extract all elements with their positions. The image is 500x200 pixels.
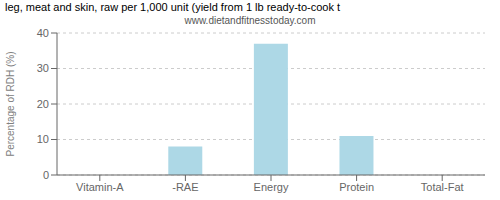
svg-text:Total-Fat: Total-Fat	[421, 181, 464, 193]
svg-text:40: 40	[37, 27, 49, 39]
svg-text:30: 30	[37, 62, 49, 74]
svg-text:-RAE: -RAE	[172, 181, 198, 193]
html-text:www.dietandfitnesstoday.com: www.dietandfitnesstoday.com	[184, 15, 316, 26]
svg-text:20: 20	[37, 98, 49, 110]
svg-text:0: 0	[43, 169, 49, 181]
html-text:leg, meat and skin, raw per 1,: leg, meat and skin, raw per 1,000 unit (…	[5, 1, 341, 13]
svg-text:Protein: Protein	[339, 181, 374, 193]
svg-text:10: 10	[37, 133, 49, 145]
svg-text:Vitamin-A: Vitamin-A	[76, 181, 124, 193]
svg-text:Percentage of RDH (%): Percentage of RDH (%)	[8, 51, 16, 156]
svg-text:Energy: Energy	[254, 181, 289, 193]
